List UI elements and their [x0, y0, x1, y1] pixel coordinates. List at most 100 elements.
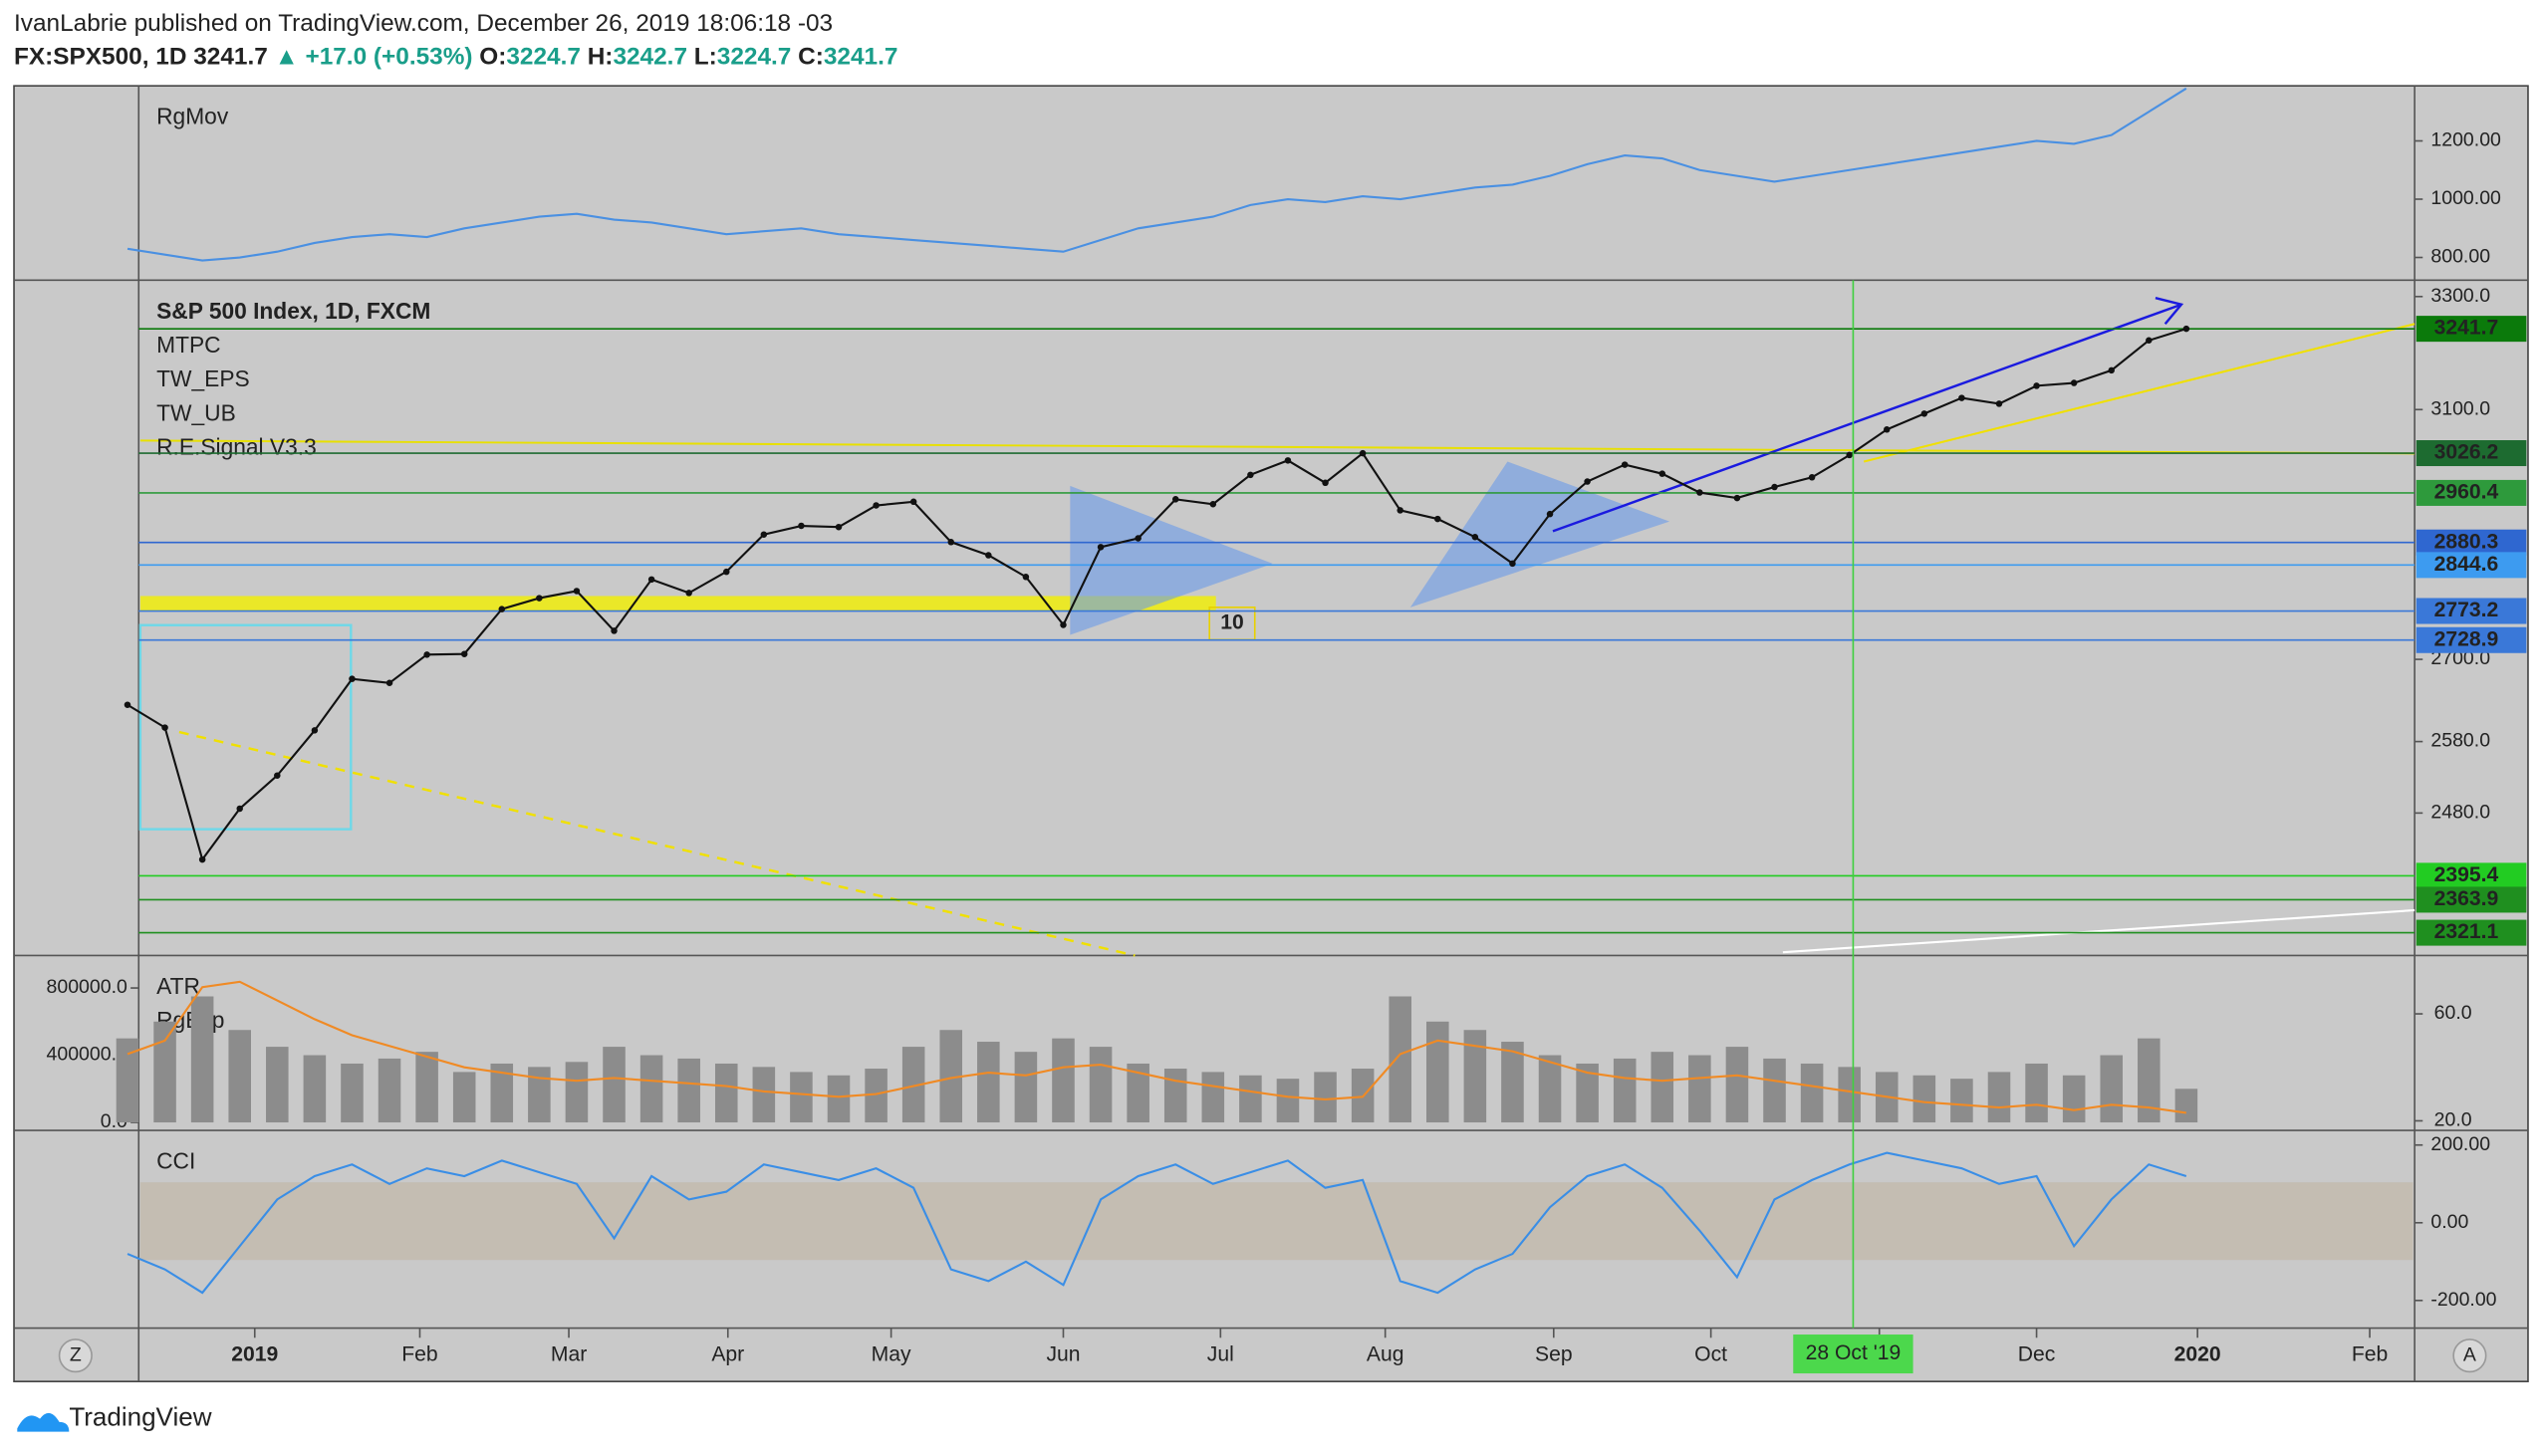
volume-bar	[1838, 1067, 1861, 1123]
volume-bar	[790, 1072, 813, 1123]
volume-bar	[266, 1047, 289, 1123]
zoom-button-label[interactable]: Z	[70, 1343, 82, 1365]
price-point	[1060, 621, 1067, 628]
price-point	[1284, 457, 1292, 464]
ohlc-value: 3224.7	[717, 44, 792, 71]
price-point	[798, 522, 805, 530]
y-tick-label: 2580.0	[2430, 730, 2490, 752]
x-tick-label: Apr	[711, 1343, 744, 1366]
price-point	[573, 588, 581, 595]
y-tick-label: 800.00	[2430, 246, 2490, 268]
pane-title: RgMov	[156, 104, 229, 129]
volume-bar	[827, 1075, 851, 1123]
volume-bar	[714, 1063, 738, 1123]
price-point	[1322, 479, 1329, 487]
yellow-dashed-line	[178, 730, 1136, 957]
auto-scale-button[interactable]	[2452, 1338, 2487, 1373]
zoom-button[interactable]	[58, 1338, 93, 1373]
white-trendline	[1782, 908, 2415, 954]
x-tick-label: Aug	[1367, 1343, 1404, 1366]
x-tick-label: Feb	[2352, 1343, 2388, 1366]
price-label-box	[2415, 552, 2527, 579]
volume-bar	[303, 1055, 327, 1123]
volume-bar	[1239, 1075, 1262, 1123]
volume-bar	[1127, 1063, 1149, 1123]
price-point	[1696, 489, 1703, 496]
tradingview-logo	[17, 1412, 70, 1432]
price-point	[236, 805, 243, 813]
blue-triangle	[1409, 461, 1670, 607]
x-tick-label: Jul	[1207, 1343, 1234, 1366]
pane-title: S&P 500 Index, 1D, FXCM	[156, 298, 430, 324]
volume-bar	[452, 1072, 476, 1123]
volume-bar	[378, 1058, 401, 1123]
price-point	[1771, 483, 1778, 491]
indicator-label: TW_UB	[156, 399, 236, 425]
volume-bar	[1763, 1058, 1786, 1123]
price-point	[2108, 366, 2115, 374]
volume-bar	[1576, 1063, 1599, 1123]
volume-bar	[2174, 1089, 2198, 1123]
price-point	[947, 539, 954, 546]
price-point	[1135, 535, 1142, 542]
volume-bar	[1089, 1047, 1113, 1123]
ohlc-key: H:	[588, 44, 614, 71]
volume-bar	[190, 996, 214, 1123]
ohlc-key: L:	[694, 44, 717, 71]
y-tick-label: 200.00	[2430, 1133, 2490, 1155]
y-tick-label: 1200.00	[2430, 129, 2501, 151]
volume-bar	[2025, 1063, 2048, 1123]
indicator-line	[127, 87, 2187, 262]
price-point	[1247, 471, 1254, 479]
price-point	[1209, 500, 1217, 508]
volume-bar	[1538, 1055, 1562, 1123]
volume-bar	[639, 1055, 663, 1123]
price-point	[1097, 544, 1105, 551]
y-tick-label: 400000.0	[47, 1044, 127, 1066]
price-label: 2395.4	[2434, 863, 2499, 886]
price-point	[1359, 449, 1367, 457]
volume-bar	[153, 1021, 176, 1123]
price-label-box	[2415, 440, 2527, 467]
x-tick-label: Mar	[551, 1343, 587, 1366]
ohlc-key: C:	[798, 44, 824, 71]
price-point	[1509, 560, 1516, 568]
crosshair-label: 28 Oct '19	[1806, 1341, 1902, 1364]
volume-bar	[977, 1042, 1000, 1123]
price-label-box	[2415, 862, 2527, 889]
auto-scale-label[interactable]: A	[2463, 1343, 2476, 1365]
volume-bar	[2062, 1075, 2086, 1123]
price-point	[423, 651, 430, 658]
indicator-label: R.E.Signal V3.3	[156, 433, 317, 459]
volume-bar	[341, 1063, 364, 1123]
price-label: 2844.6	[2434, 553, 2499, 576]
cci-band	[139, 1182, 2414, 1261]
price-point	[536, 595, 543, 602]
price-point	[385, 679, 393, 687]
volume-bar	[490, 1063, 514, 1123]
x-tick-label: May	[872, 1343, 911, 1366]
ohlc-value: 3241.7	[824, 44, 898, 71]
price-point	[2033, 382, 2040, 389]
price-point	[311, 727, 319, 734]
volume-bar	[565, 1062, 589, 1123]
y-tick-label: 800000.0	[47, 976, 127, 998]
volume-bar	[752, 1067, 776, 1123]
x-tick-label: Sep	[1535, 1343, 1573, 1366]
ohlc-value: 3242.7	[613, 44, 687, 71]
volume-bar	[1501, 1042, 1524, 1123]
y-tick-label: 2480.0	[2430, 802, 2490, 824]
x-tick-label: Feb	[401, 1343, 437, 1366]
price-point	[835, 523, 843, 531]
volume-bar	[939, 1030, 963, 1123]
volume-bar	[1201, 1072, 1225, 1123]
volume-bar	[228, 1030, 251, 1123]
price-label-box	[2415, 529, 2527, 556]
price-point	[1171, 496, 1179, 503]
volume-bar	[2100, 1055, 2124, 1123]
volume-bar	[1987, 1072, 2011, 1123]
volume-bar	[528, 1067, 551, 1123]
yellow-channel-line	[1863, 323, 2415, 463]
price-label-box	[2415, 598, 2527, 624]
pane-title: CCI	[156, 1148, 195, 1174]
